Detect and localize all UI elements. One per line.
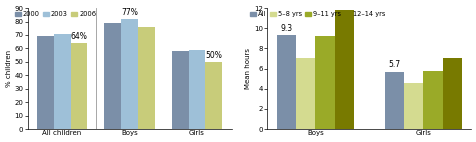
Bar (442, 59, 461, 129)
Bar (315, 36, 334, 129)
Bar (104, 23, 121, 129)
Text: 9.3: 9.3 (280, 24, 292, 33)
Bar (37, 36, 53, 129)
Y-axis label: % children: % children (6, 50, 11, 87)
Bar (171, 51, 188, 129)
Bar (276, 35, 296, 129)
Bar (205, 62, 222, 129)
Bar (53, 34, 70, 129)
Text: 64%: 64% (70, 32, 87, 41)
Legend: 2000, 2003, 2006: 2000, 2003, 2006 (14, 11, 96, 17)
Bar (403, 83, 423, 129)
Bar (423, 71, 442, 129)
Bar (70, 43, 87, 129)
Text: 50%: 50% (205, 51, 222, 60)
Text: 77%: 77% (121, 8, 138, 17)
Bar (296, 59, 315, 129)
Text: 5.7: 5.7 (387, 60, 399, 69)
Bar (334, 10, 354, 129)
Bar (138, 27, 155, 129)
Bar (384, 72, 403, 129)
Bar (188, 50, 205, 129)
Legend: All, 5–8 yrs, 9–11 yrs, 12–14 yrs: All, 5–8 yrs, 9–11 yrs, 12–14 yrs (250, 11, 384, 17)
Y-axis label: Mean hours: Mean hours (245, 48, 251, 89)
Bar (121, 19, 138, 129)
